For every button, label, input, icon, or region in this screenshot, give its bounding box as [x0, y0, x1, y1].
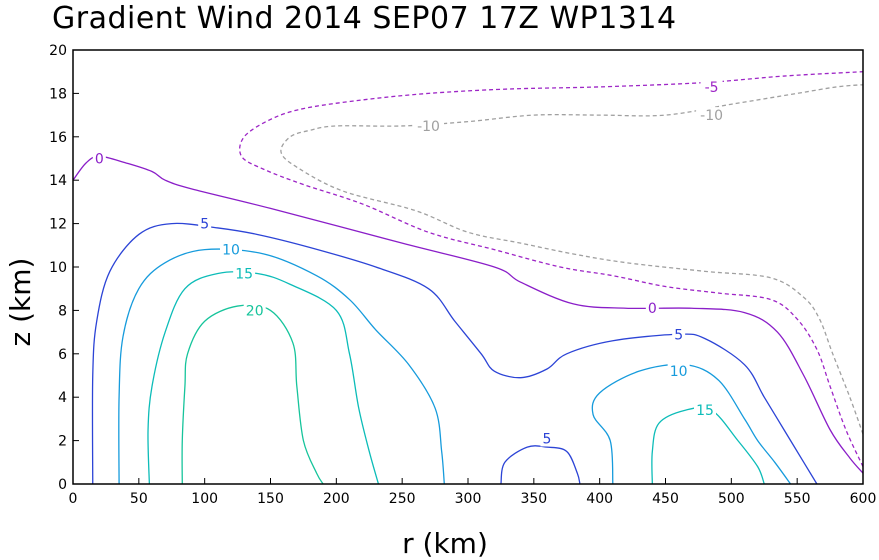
- contour-line-15: [147, 271, 380, 485]
- x-tick-label: 300: [455, 491, 482, 507]
- contour-label-bg: [198, 215, 212, 232]
- contour-label-bg: [413, 117, 444, 134]
- x-tick-label: 450: [652, 491, 679, 507]
- y-tick-label: 0: [58, 477, 67, 493]
- y-tick-label: 6: [58, 347, 67, 363]
- contour-line-10: [591, 363, 792, 485]
- x-tick-label: 50: [130, 491, 148, 507]
- contour-label: -10: [417, 119, 440, 135]
- contour-label: 5: [674, 327, 683, 343]
- y-tick-label: 4: [58, 390, 67, 406]
- x-tick-label: 550: [784, 491, 811, 507]
- contour-label: 5: [543, 431, 552, 447]
- contour-label-bg: [220, 241, 242, 258]
- contour-line-neg5: [238, 71, 864, 467]
- x-tick-label: 400: [586, 491, 613, 507]
- contour-label-bg: [700, 78, 723, 95]
- contour-label: 10: [670, 364, 688, 380]
- y-tick-label: 8: [58, 303, 67, 319]
- x-tick-label: 350: [520, 491, 547, 507]
- x-tick-label: 250: [389, 491, 416, 507]
- contour-label: 0: [95, 152, 104, 168]
- x-tick-label: 500: [718, 491, 745, 507]
- chart-title: Gradient Wind 2014 SEP07 17Z WP1314: [52, 1, 677, 36]
- y-tick-label: 10: [49, 260, 67, 276]
- contour-label: 5: [200, 217, 209, 233]
- contour-label-bg: [694, 402, 716, 419]
- contour-label: 15: [235, 267, 253, 283]
- contour-label: 0: [648, 301, 657, 317]
- contour-label: 10: [222, 243, 240, 259]
- contour-label: -5: [705, 80, 719, 96]
- contour-label-bg: [667, 363, 690, 380]
- contour-label-bg: [540, 430, 554, 447]
- contour-line-5: [91, 222, 818, 485]
- x-tick-label: 600: [850, 491, 877, 507]
- contour-label-bg: [243, 302, 266, 319]
- contour-label-bg: [696, 107, 728, 124]
- y-tick-label: 18: [49, 86, 67, 102]
- contour-line-0: [72, 155, 864, 474]
- x-tick-label: 0: [69, 491, 78, 507]
- x-tick-label: 200: [323, 491, 350, 507]
- x-axis-label: r (km): [402, 527, 488, 560]
- y-tick-label: 20: [49, 43, 67, 59]
- contour-label: 15: [696, 403, 714, 419]
- contour-label-bg: [645, 300, 659, 317]
- x-tick-label: 150: [257, 491, 284, 507]
- y-axis-label: z (km): [4, 258, 37, 347]
- contour-line-5: [500, 445, 581, 485]
- contour-line-neg10: [280, 84, 864, 435]
- contour-layer: -10 -10 -5 0 0 5 5 5 10 10 15 15 20: [72, 71, 864, 485]
- contour-label-bg: [92, 150, 106, 167]
- plot-frame: [72, 49, 864, 485]
- y-tick-label: 14: [49, 173, 67, 189]
- contour-label-bg: [672, 326, 686, 343]
- contour-line-10: [118, 248, 445, 485]
- y-tick-label: 12: [49, 217, 67, 233]
- contour-label-bg: [233, 265, 256, 282]
- contour-line-20: [181, 304, 324, 485]
- contour-label: -10: [700, 108, 723, 124]
- y-tick-label: 16: [49, 130, 67, 146]
- ticks-layer: 0 50 100 150 200 250 300 350 400 450 500 550 6000246…: [49, 43, 876, 507]
- x-tick-label: 100: [191, 491, 218, 507]
- contour-label: 20: [246, 303, 264, 319]
- y-tick-label: 2: [58, 434, 67, 450]
